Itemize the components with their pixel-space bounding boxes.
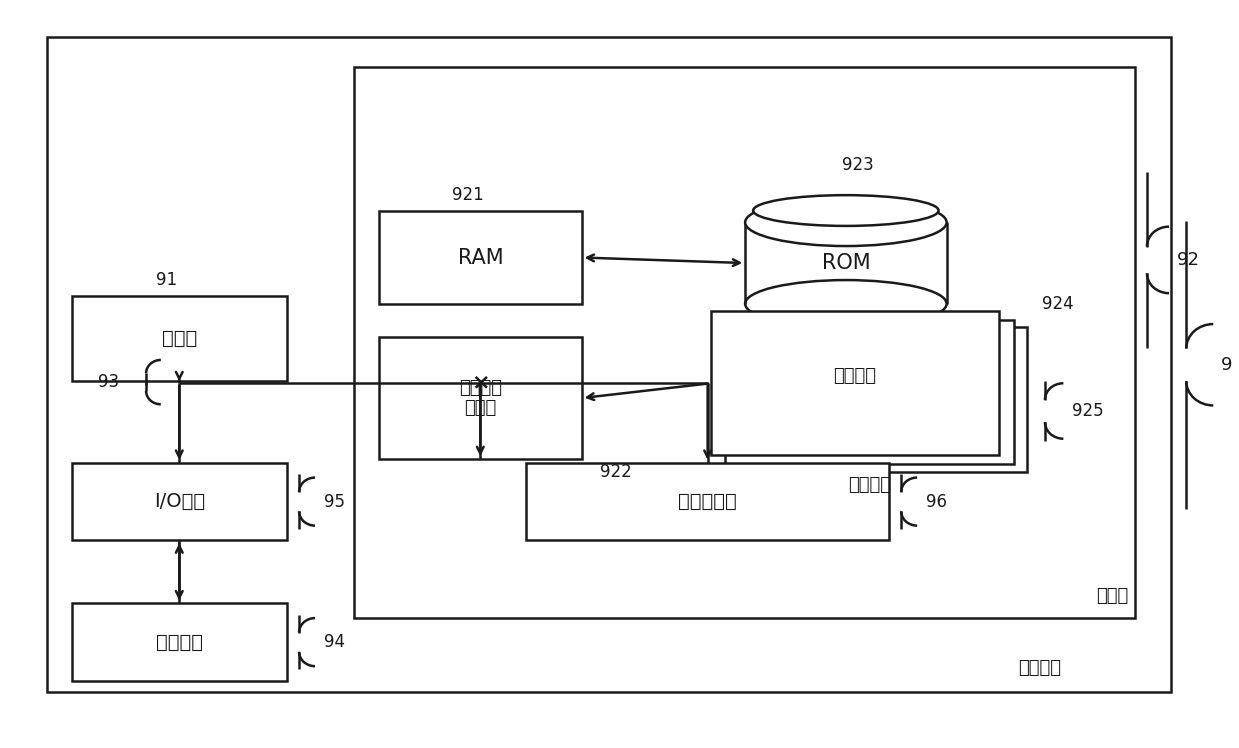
Bar — [745, 222, 947, 304]
Text: 96: 96 — [926, 493, 947, 511]
Bar — [72, 463, 286, 540]
Bar — [379, 337, 581, 459]
Text: 程序模块: 程序模块 — [834, 367, 876, 385]
Text: 存储器: 存储器 — [1097, 586, 1129, 605]
Bar — [47, 37, 1172, 692]
Text: ROM: ROM — [821, 253, 870, 273]
Bar — [711, 311, 1000, 456]
Text: ×: × — [471, 373, 489, 393]
Bar — [737, 328, 1026, 472]
Text: 925: 925 — [1072, 402, 1104, 420]
Text: 921: 921 — [452, 186, 484, 204]
Text: 92: 92 — [1176, 251, 1199, 269]
Text: 93: 93 — [98, 373, 119, 391]
Ellipse shape — [745, 280, 947, 328]
Text: 处理器: 处理器 — [161, 329, 197, 349]
Text: 高速缓存
存储器: 高速缓存 存储器 — [458, 378, 502, 417]
Text: 电子设备: 电子设备 — [1018, 659, 1061, 677]
Bar — [72, 604, 286, 681]
Text: 外部设备: 外部设备 — [156, 633, 203, 652]
Bar — [527, 463, 888, 540]
Ellipse shape — [753, 195, 939, 226]
Text: 9: 9 — [1220, 356, 1232, 374]
Text: 91: 91 — [156, 271, 177, 289]
Text: 95: 95 — [323, 493, 344, 511]
Text: RAM: RAM — [457, 248, 503, 268]
Ellipse shape — [745, 199, 947, 246]
Bar — [726, 320, 1015, 465]
Bar — [72, 296, 286, 381]
Text: 924: 924 — [1042, 295, 1074, 313]
Text: 程序工具: 程序工具 — [849, 476, 891, 494]
Text: 922: 922 — [600, 463, 632, 482]
Text: 923: 923 — [843, 156, 873, 174]
Text: 94: 94 — [323, 633, 344, 651]
Text: I/O接口: I/O接口 — [154, 492, 204, 511]
Bar — [354, 67, 1135, 618]
Text: 网络适配器: 网络适配器 — [678, 492, 737, 511]
Bar — [379, 211, 581, 304]
